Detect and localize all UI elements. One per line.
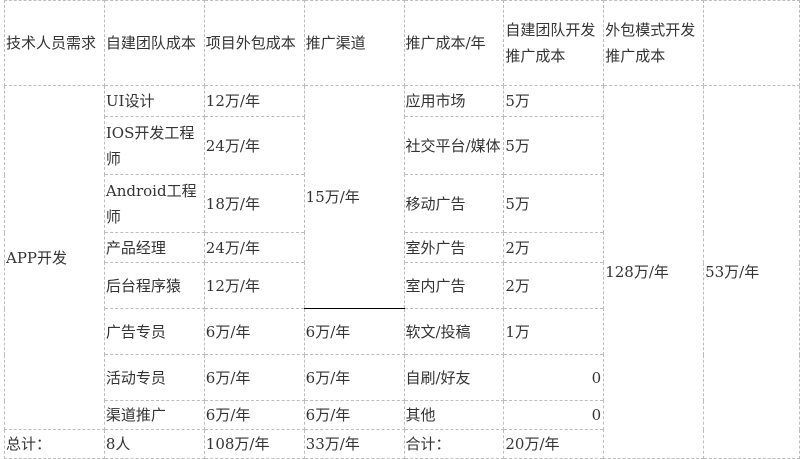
outsource-cell: 6万/年 bbox=[203, 354, 305, 401]
outsource-total-cell: 53万/年 bbox=[703, 85, 800, 459]
category-cell: APP开发 bbox=[4, 85, 105, 430]
cost-cell: 5万 bbox=[503, 174, 605, 233]
role-cell: UI设计 bbox=[103, 85, 205, 117]
totals-outsource: 108万/年 bbox=[203, 429, 305, 459]
channel-cell: 其他 bbox=[403, 400, 505, 430]
header-cell: 项目外包成本 bbox=[203, 0, 305, 86]
role-cell: 活动专员 bbox=[103, 354, 205, 401]
promo-cell: 6万/年 bbox=[303, 354, 405, 401]
totals-cost-label: 合计： bbox=[403, 429, 505, 459]
table-row: 后台程序猿 12万/年 室内广告 2万 bbox=[5, 262, 800, 309]
cost-cell: 1万 bbox=[503, 308, 605, 355]
cost-cell: 0 bbox=[503, 354, 605, 401]
table-row: 广告专员 6万/年 6万/年 软文/投稿 1万 bbox=[5, 308, 800, 355]
channel-cell: 室内广告 bbox=[403, 262, 505, 309]
header-cell: 自建团队成本 bbox=[103, 0, 205, 86]
cost-cell: 5万 bbox=[503, 116, 605, 175]
cost-table: 技术人员需求 自建团队成本 项目外包成本 推广渠道 推广成本/年 自建团队开发推… bbox=[4, 0, 800, 459]
header-cell: 自建团队开发推广成本 bbox=[503, 0, 605, 86]
channel-cell: 自刷/好友 bbox=[403, 354, 505, 401]
channel-cell: 软文/投稿 bbox=[403, 308, 505, 355]
table-row: APP开发 UI设计 12万/年 15万/年 应用市场 5万 128万/年 53… bbox=[4, 85, 800, 459]
outsource-cell: 6万/年 bbox=[203, 308, 305, 355]
cost-cell: 0 bbox=[503, 400, 605, 430]
outsource-cell: 12万/年 bbox=[203, 262, 305, 309]
role-cell: 产品经理 bbox=[103, 232, 205, 263]
role-cell: IOS开发工程师 bbox=[103, 116, 205, 175]
table-row: Android工程师 18万/年 移动广告 5万 bbox=[5, 174, 800, 233]
table-row: IOS开发工程师 24万/年 社交平台/媒体 5万 bbox=[5, 116, 800, 175]
outsource-cell: 12万/年 bbox=[203, 85, 305, 117]
header-row: 技术人员需求 自建团队成本 项目外包成本 推广渠道 推广成本/年 自建团队开发推… bbox=[4, 0, 800, 86]
totals-people: 8人 bbox=[103, 429, 205, 459]
channel-cell: 移动广告 bbox=[403, 174, 505, 233]
role-cell: 广告专员 bbox=[103, 308, 205, 355]
channel-cell: 社交平台/媒体 bbox=[403, 116, 505, 175]
totals-label: 总计： bbox=[4, 429, 105, 459]
cost-cell: 2万 bbox=[503, 232, 605, 263]
promo-cell: 6万/年 bbox=[303, 308, 405, 355]
header-cell: 技术人员需求 bbox=[4, 0, 105, 86]
channel-cell: 应用市场 bbox=[403, 85, 505, 117]
role-cell: Android工程师 bbox=[103, 174, 205, 233]
outsource-cell: 24万/年 bbox=[203, 232, 305, 263]
totals-row: 总计： 8人 108万/年 33万/年 合计： 20万/年 bbox=[4, 429, 800, 459]
cost-cell: 5万 bbox=[503, 85, 605, 117]
header-cell bbox=[703, 0, 800, 86]
header-cell: 外包模式开发推广成本 bbox=[603, 0, 705, 86]
header-cell: 推广成本/年 bbox=[403, 0, 505, 86]
totals-cost: 20万/年 bbox=[503, 429, 605, 459]
self-build-total-cell: 128万/年 bbox=[603, 85, 705, 459]
outsource-cell: 6万/年 bbox=[203, 400, 305, 430]
channel-cell: 室外广告 bbox=[403, 232, 505, 263]
cost-cell: 2万 bbox=[503, 262, 605, 309]
promo-shared-cell: 15万/年 bbox=[303, 85, 405, 309]
outsource-cell: 18万/年 bbox=[203, 174, 305, 233]
totals-promo: 33万/年 bbox=[303, 429, 405, 459]
role-cell: 后台程序猿 bbox=[103, 262, 205, 309]
header-cell: 推广渠道 bbox=[303, 0, 405, 86]
promo-cell: 6万/年 bbox=[303, 400, 405, 430]
outsource-cell: 24万/年 bbox=[203, 116, 305, 175]
role-cell: 渠道推广 bbox=[103, 400, 205, 430]
